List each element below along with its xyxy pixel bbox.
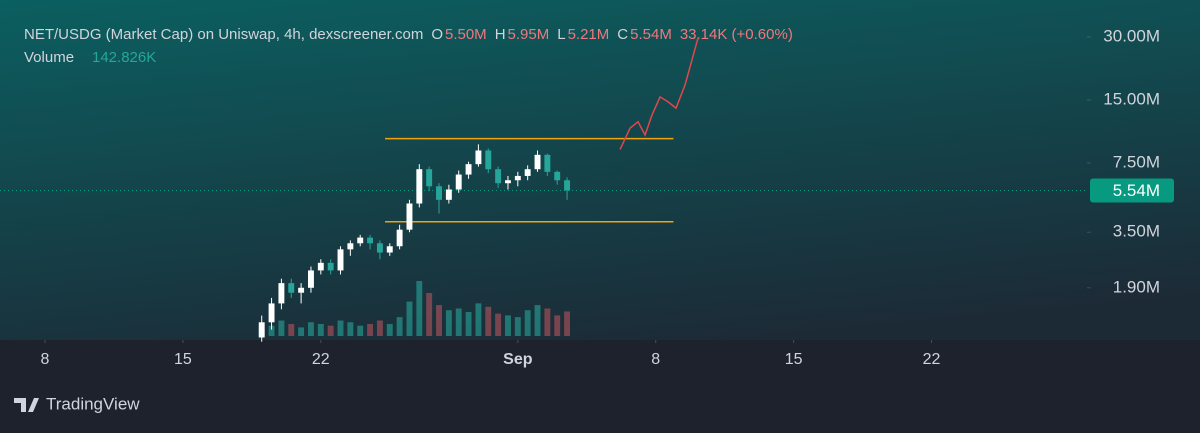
legend-value: 5.50M (445, 26, 487, 43)
price-badge (1090, 178, 1174, 203)
volume-bar (524, 310, 531, 336)
candle-body (367, 237, 374, 244)
volume-bar (357, 325, 364, 336)
volume-bar (386, 323, 393, 336)
y-tick-label: 30.00M (1103, 26, 1160, 45)
volume-bar (544, 308, 551, 336)
y-tick-label: 7.50M (1113, 152, 1160, 171)
legend-key: O (431, 26, 443, 43)
time-axis-background (0, 340, 1200, 378)
volume-bar (327, 325, 334, 336)
projection-line (619, 37, 699, 150)
volume-bar (337, 320, 344, 336)
volume-bar (317, 323, 324, 336)
x-tick-label: 15 (785, 351, 803, 368)
volume-value: 142.826K (92, 49, 156, 66)
volume-bar (308, 322, 314, 336)
candle-body (465, 164, 472, 175)
legend-key: C (617, 26, 628, 43)
candle-body (534, 154, 541, 170)
price-badge-label: 5.54M (1113, 181, 1160, 200)
volume-label: Volume (24, 49, 74, 66)
candle-body (386, 246, 393, 253)
volume-bar (406, 301, 413, 336)
legend-value: 5.54M (630, 26, 672, 43)
candle-body (505, 180, 511, 184)
candle-body (564, 180, 571, 191)
volume-bar (495, 313, 502, 336)
legend-value: 5.95M (508, 26, 550, 43)
x-tick-label: 8 (651, 351, 660, 368)
candle-body (406, 203, 413, 230)
volume-bar (465, 311, 472, 336)
volume-bar (485, 306, 492, 336)
candle-body (347, 243, 354, 250)
candle-body (426, 169, 433, 187)
volume-bar (505, 315, 511, 336)
chart-background (0, 0, 1200, 378)
volume-bar (268, 325, 275, 336)
volume-bar (396, 317, 403, 336)
footer-brand: TradingView (46, 394, 140, 413)
volume-bar (288, 323, 295, 336)
candle-body (524, 169, 531, 176)
volume-bar (278, 320, 285, 336)
legend-change: 33.14K (+0.60%) (680, 26, 793, 43)
y-tick-label: 15.00M (1103, 89, 1160, 108)
legend-key: H (495, 26, 506, 43)
y-tick-label: 1.90M (1113, 277, 1160, 296)
x-tick-label: 22 (923, 351, 941, 368)
x-tick-label: 8 (41, 351, 50, 368)
candle-body (317, 262, 324, 271)
candle-body (396, 229, 403, 247)
candle-body (455, 174, 462, 190)
logo (14, 398, 39, 412)
candle-body (337, 249, 344, 271)
candle-body (288, 283, 295, 293)
volume-bar (514, 317, 521, 336)
volume-bar (564, 311, 571, 336)
volume-bar (534, 305, 541, 336)
candle-body (514, 175, 521, 181)
volume-bar (347, 322, 354, 336)
volume-bar (426, 293, 433, 336)
volume-bar (367, 323, 374, 336)
volume-bar (416, 281, 423, 336)
y-tick-label: 3.50M (1113, 222, 1160, 241)
legend-value: 5.21M (568, 26, 610, 43)
candle-body (376, 243, 383, 253)
candle-body (308, 270, 314, 288)
volume-bar (298, 327, 305, 336)
candle-body (544, 154, 551, 172)
candle-body (485, 150, 492, 170)
candle-body (436, 186, 442, 200)
volume-bar (475, 303, 482, 336)
legend-key: L (557, 26, 565, 43)
candle-body (258, 322, 265, 338)
candle-body (554, 171, 561, 181)
x-tick-label: 22 (312, 351, 330, 368)
volume-bar (554, 315, 561, 336)
candle-body (445, 189, 452, 200)
candle-body (357, 237, 364, 244)
x-tick-label: Sep (503, 351, 533, 368)
candle-body (298, 287, 305, 293)
candle-body (495, 169, 502, 184)
candle-body (475, 150, 482, 165)
candle-body (268, 303, 275, 323)
volume-bar (376, 320, 383, 336)
x-tick-label: 15 (174, 351, 192, 368)
candle-body (416, 169, 423, 204)
volume-bar (455, 308, 462, 336)
chart-title: NET/USDG (Market Cap) on Uniswap, 4h, de… (24, 26, 423, 43)
candle-body (327, 262, 334, 271)
candle-body (278, 283, 285, 304)
volume-bar (445, 310, 452, 336)
volume-bar (436, 305, 442, 336)
